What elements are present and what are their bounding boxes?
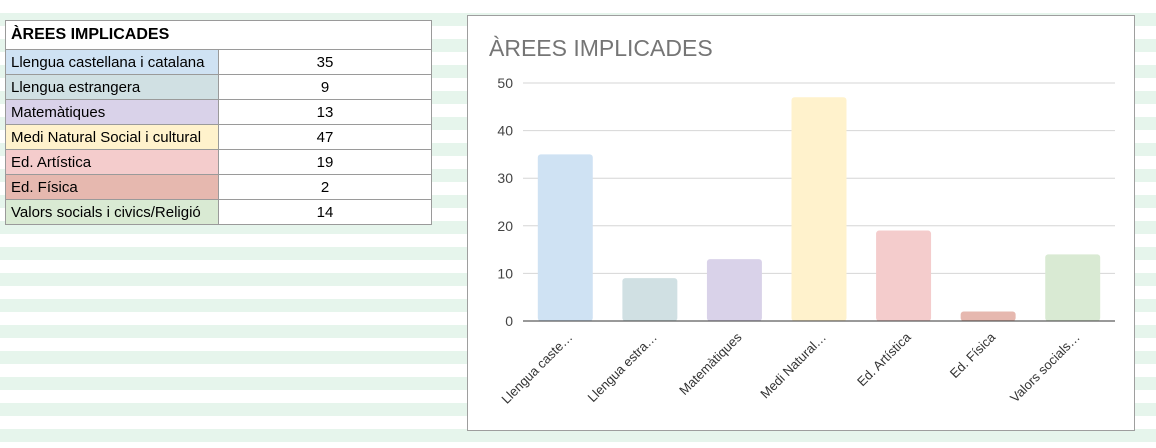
x-tick-label: Ed. Artística <box>854 329 914 389</box>
bar <box>876 230 932 321</box>
table-row: Llengua estrangera 9 <box>5 74 432 100</box>
area-value: 14 <box>218 199 432 225</box>
table-row: Ed. Física 2 <box>5 174 432 200</box>
area-value: 13 <box>218 99 432 125</box>
x-tick-label: Valors socials… <box>1007 330 1083 406</box>
table-row: Ed. Artística 19 <box>5 149 432 175</box>
chart-title: ÀREES IMPLICADES <box>489 35 713 61</box>
chart-container: ÀREES IMPLICADES 0 10 20 30 40 50 Llengua cast… <box>467 15 1135 431</box>
area-label: Matemàtiques <box>5 99 219 125</box>
area-label: Medi Natural Social i cultural <box>5 124 219 150</box>
x-tick-label: Llengua estra… <box>584 330 660 406</box>
x-tick-label: Llengua caste… <box>498 330 575 407</box>
bar <box>1045 254 1101 321</box>
table-row: Valors socials i civics/Religió 14 <box>5 199 432 225</box>
bar <box>537 154 593 321</box>
table-row: Llengua castellana i catalana 35 <box>5 49 432 75</box>
y-tick-label: 30 <box>497 170 513 186</box>
area-label: Ed. Física <box>5 174 219 200</box>
x-tick-label: Matemàtiques <box>676 329 745 398</box>
y-tick-label: 20 <box>497 218 513 234</box>
area-value: 19 <box>218 149 432 175</box>
area-value: 2 <box>218 174 432 200</box>
bar <box>706 259 762 321</box>
table-row: Medi Natural Social i cultural 47 <box>5 124 432 150</box>
x-tick-label: Medi Natural… <box>757 330 829 402</box>
area-value: 35 <box>218 49 432 75</box>
area-label: Llengua estrangera <box>5 74 219 100</box>
y-tick-label: 10 <box>497 265 513 281</box>
area-value: 47 <box>218 124 432 150</box>
bar <box>791 97 847 321</box>
y-tick-label: 40 <box>497 123 513 139</box>
bar <box>622 278 678 321</box>
table-header-row: ÀREES IMPLICADES <box>5 20 432 50</box>
y-tick-label: 50 <box>497 75 513 91</box>
area-label: Llengua castellana i catalana <box>5 49 219 75</box>
x-tick-label: Ed. Física <box>947 329 999 381</box>
areas-table: ÀREES IMPLICADES Llengua castellana i ca… <box>5 20 432 225</box>
table-row: Matemàtiques 13 <box>5 99 432 125</box>
area-label: Ed. Artística <box>5 149 219 175</box>
table-header: ÀREES IMPLICADES <box>5 20 432 50</box>
area-value: 9 <box>218 74 432 100</box>
area-label: Valors socials i civics/Religió <box>5 199 219 225</box>
bar <box>960 311 1016 321</box>
y-tick-label: 0 <box>505 313 513 329</box>
